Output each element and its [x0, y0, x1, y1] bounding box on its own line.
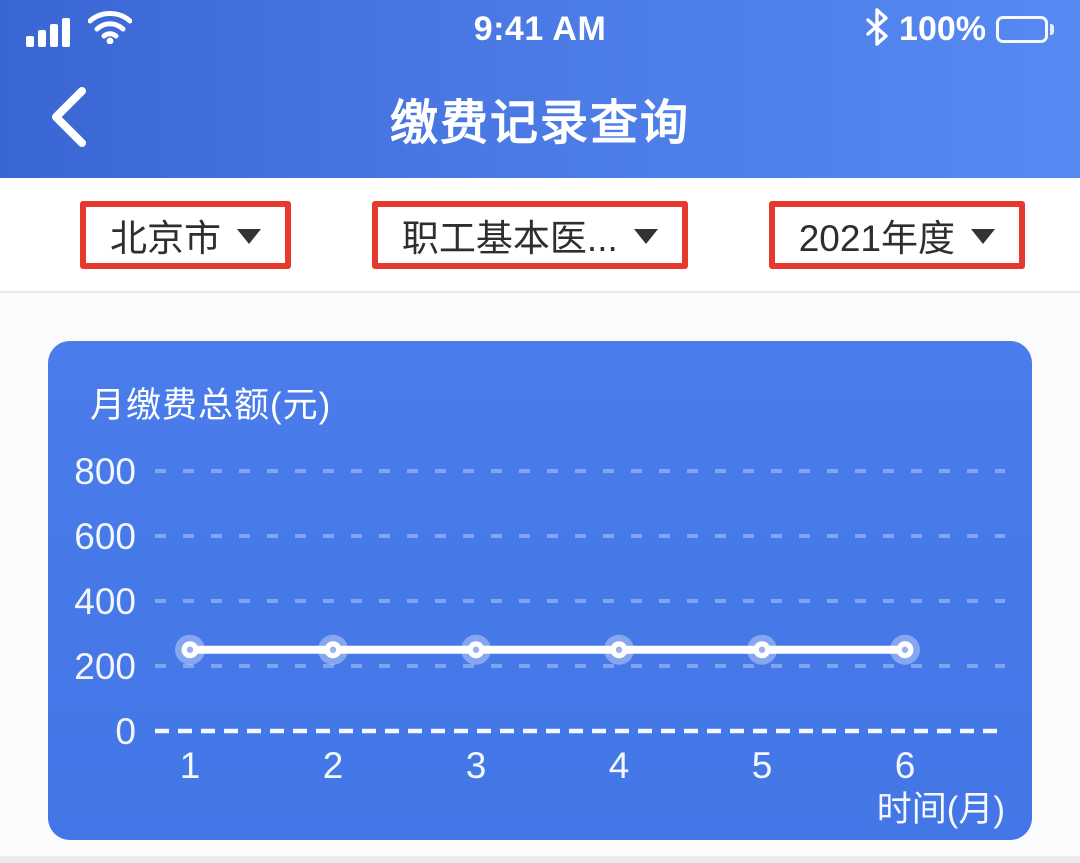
x-tick-label: 4: [609, 745, 630, 786]
monthly-payment-line-chart: 0 200 400 600 800 1 2 3 4 5 6 时间(月): [74, 451, 1005, 829]
wifi-icon: [87, 10, 133, 49]
caret-down-icon: [971, 229, 995, 244]
chevron-left-icon: [48, 86, 88, 151]
x-tick-label: 5: [752, 745, 773, 786]
y-tick-label: 0: [115, 711, 136, 752]
bluetooth-icon: [865, 7, 889, 51]
status-bar-time: 9:41 AM: [473, 9, 607, 48]
data-point-center: [901, 646, 909, 653]
payment-chart-card: 月缴费总额(元) 0 200 400 600 800 1 2 3 4 5 6 时间(月): [48, 341, 1032, 840]
dropdown-insurance-plan[interactable]: 职工基本医...: [371, 200, 688, 269]
bottom-edge: [0, 856, 1080, 863]
data-point-center: [329, 646, 337, 653]
data-point-center: [615, 646, 623, 653]
data-point-center: [186, 646, 194, 653]
navigation-bar: 缴费记录查询: [0, 58, 1080, 178]
data-point-center: [472, 646, 480, 653]
x-tick-label: 3: [466, 745, 487, 786]
y-tick-label: 400: [74, 581, 136, 622]
dropdown-year[interactable]: 2021年度: [768, 200, 1025, 269]
page-title: 缴费记录查询: [389, 97, 690, 150]
data-point-center: [758, 646, 766, 653]
battery-icon: [996, 15, 1054, 43]
filter-bar: 北京市 职工基本医... 2021年度: [0, 178, 1080, 293]
dropdown-city[interactable]: 北京市: [80, 200, 291, 269]
status-bar: 9:41 AM 100%: [0, 0, 1080, 58]
x-axis-title: 时间(月): [877, 790, 1005, 829]
y-tick-label: 600: [74, 516, 136, 557]
back-button[interactable]: [40, 83, 96, 153]
caret-down-icon: [633, 229, 658, 244]
app-header-block: 9:41 AM 100% 缴费记录查询: [0, 0, 1080, 178]
y-tick-label: 200: [74, 646, 136, 687]
x-tick-label: 2: [323, 745, 344, 786]
x-tick-label: 1: [180, 745, 201, 786]
x-tick-label: 6: [895, 745, 916, 786]
dropdown-city-label: 北京市: [110, 217, 221, 259]
battery-percent-label: 100%: [899, 9, 986, 48]
caret-down-icon: [237, 229, 261, 244]
dropdown-year-label: 2021年度: [798, 217, 955, 259]
y-tick-label: 800: [74, 451, 136, 492]
chart-title: 月缴费总额(元): [90, 386, 332, 425]
dropdown-insurance-plan-label: 职工基本医...: [401, 217, 618, 259]
cellular-signal-icon: [26, 17, 70, 49]
content-area: 月缴费总额(元) 0 200 400 600 800 1 2 3 4 5 6 时间(月): [0, 293, 1080, 863]
